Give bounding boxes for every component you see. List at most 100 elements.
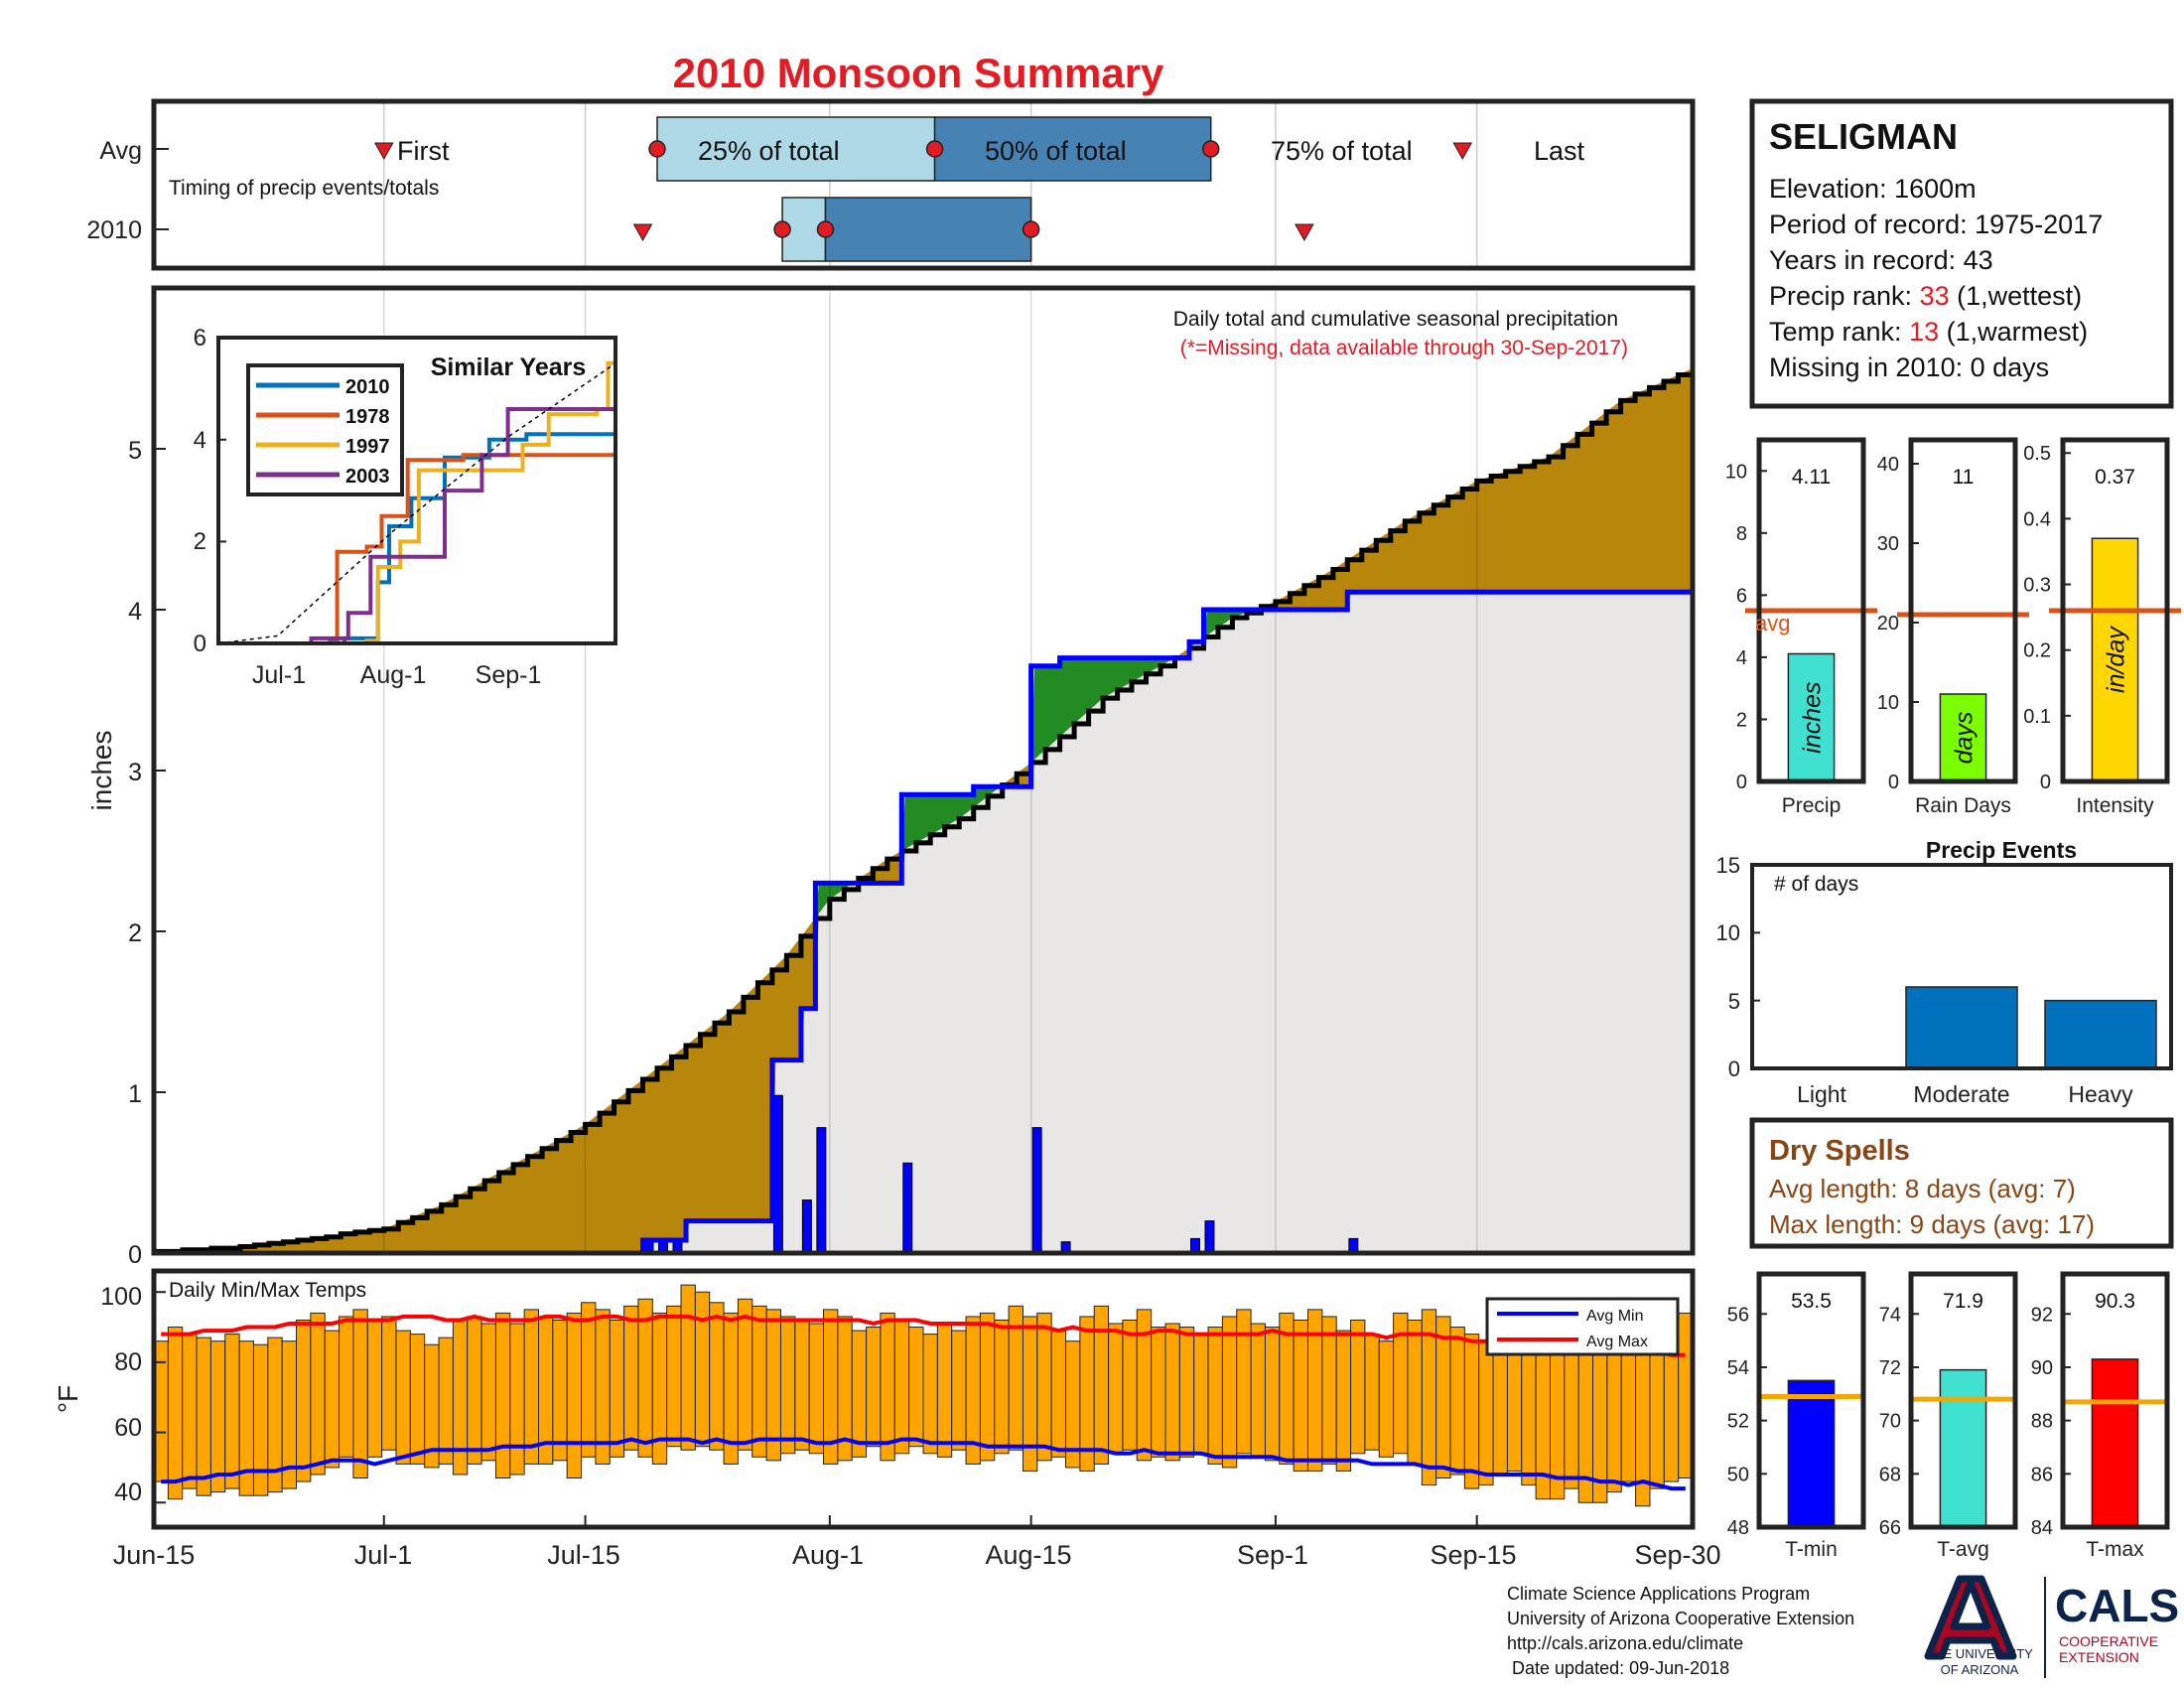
- temp-summary-value-text: 71.9: [1943, 1290, 1983, 1313]
- inset-line-2003: [218, 407, 615, 645]
- daily-precip-bar: [1204, 1220, 1215, 1254]
- timing-caption: Timing of precip events/totals: [169, 177, 439, 200]
- temp-summary-ytick-label: 52: [1727, 1411, 1749, 1433]
- temp-summary-label: T-max: [2086, 1538, 2144, 1561]
- dry-spells-title: Dry Spells: [1769, 1135, 1910, 1167]
- daily-temp-bar: [523, 1309, 539, 1465]
- timing-label-25pct: 25% of total: [698, 136, 840, 166]
- daily-temp-bar: [1036, 1312, 1052, 1462]
- precip-events-bar: [1905, 986, 2018, 1069]
- avg-max-line: [161, 1314, 1686, 1357]
- temp-summary-panel-frame: [2060, 1271, 2170, 1530]
- station-precip-rank: Precip rank: 33 (1,wettest): [1769, 281, 2082, 311]
- daily-temp-bar: [1178, 1327, 1195, 1458]
- daily-temp-bar: [851, 1330, 868, 1458]
- temp-summary-value-text: 90.3: [2095, 1290, 2135, 1313]
- daily-precip-bar: [801, 1199, 812, 1254]
- similar-years-inset: Similar Years 0 2 4 6 Jul-1 Aug-1 Sep-1 …: [194, 325, 617, 689]
- avg-first-marker: [373, 142, 394, 161]
- daily-temp-bar: [880, 1312, 895, 1462]
- summary-ytick-label: 4: [1736, 647, 1747, 669]
- daily-temp-bar: [167, 1327, 184, 1500]
- temp-chart-ylabel: °F: [53, 1385, 83, 1413]
- temp-summary-label: T-avg: [1937, 1538, 1989, 1561]
- daily-temp-bar: [1221, 1316, 1238, 1469]
- summary-panel-frame: [1756, 437, 1866, 784]
- avg-75pct-marker: [1201, 140, 1220, 158]
- precip-events-bar: [2044, 999, 2157, 1069]
- daily-temp-bar: [1463, 1334, 1480, 1489]
- summary-avg-label: avg: [1755, 611, 1790, 635]
- precip-events-chart: Precip Events # of days 0 5 10 15 Light …: [1716, 837, 2173, 1107]
- summary-bar-rain-days: [1939, 693, 1987, 782]
- summary-ytick-label: 20: [1877, 613, 1899, 634]
- temp-summary-ytick-label: 54: [1727, 1357, 1749, 1379]
- daily-temp-bar: [595, 1309, 611, 1465]
- daily-precip-bar: [816, 1127, 827, 1254]
- events-category-label: Heavy: [2068, 1081, 2133, 1107]
- temp-summary-ytick-label: 88: [2031, 1411, 2053, 1433]
- daily-temp-bar: [794, 1319, 810, 1451]
- summary-value-text: 4.11: [1792, 466, 1831, 489]
- inset-xtick-label: Aug-1: [360, 661, 427, 689]
- station-missing: Missing in 2010: 0 days: [1769, 352, 2049, 382]
- daily-temp-bar: [509, 1323, 525, 1476]
- cals-wordmark: CALS: [2055, 1580, 2179, 1631]
- above-average-band: [154, 368, 1693, 1252]
- temp-summary-ytick-label: 56: [1727, 1304, 1749, 1326]
- daily-temp-bar: [1364, 1334, 1380, 1451]
- events-title: Precip Events: [1926, 837, 2077, 863]
- year-last-marker: [1295, 223, 1314, 242]
- cals-sub1: COOPERATIVE: [2059, 1633, 2158, 1649]
- main-ytick-label: 4: [128, 598, 142, 626]
- inset-xtick-label: Sep-1: [476, 661, 542, 689]
- daily-temp-bar: [1378, 1340, 1395, 1458]
- dry-spells-box: Dry Spells Avg length: 8 days (avg: 7) M…: [1749, 1117, 2174, 1249]
- daily-temp-bar: [1564, 1340, 1579, 1489]
- timing-panel-frame: [151, 98, 1696, 271]
- summary-bar-intensity: [2091, 537, 2139, 782]
- main-chart-frame: [151, 285, 1696, 1256]
- daily-temp-bar: [366, 1319, 383, 1458]
- precip-rank-value: 33: [1920, 281, 1950, 311]
- x-tick-label: Jul-1: [354, 1540, 413, 1570]
- events-ytick-label: 10: [1716, 920, 1740, 945]
- daily-temp-bar: [1151, 1327, 1166, 1458]
- page-title: 2010 Monsoon Summary: [673, 50, 1164, 96]
- legend-label-avg-min: Avg Min: [1586, 1308, 1644, 1325]
- daily-temp-bar: [1321, 1316, 1337, 1465]
- x-tick-label: Sep-1: [1237, 1540, 1308, 1570]
- station-box-frame: [1749, 98, 2174, 409]
- station-years: Years in record: 43: [1769, 245, 1993, 275]
- main-ytick-label: 5: [128, 437, 142, 465]
- daily-temp-bar: [552, 1319, 568, 1462]
- daily-temp-bar: [979, 1312, 996, 1462]
- dry-spells-max-length: Max length: 9 days (avg: 17): [1769, 1209, 2095, 1239]
- daily-temp-bar: [409, 1334, 426, 1465]
- daily-temps-chart: Daily Min/Max Temps °F 40 60 80 100 Avg …: [53, 1268, 1721, 1570]
- summary-category-label: Precip: [1782, 794, 1842, 817]
- x-tick-label: Aug-15: [985, 1540, 1071, 1570]
- main-ytick-label: 1: [128, 1080, 142, 1108]
- footer-line: Date updated: 09-Jun-2018: [1507, 1658, 1729, 1678]
- summary-panel-frame: [2060, 437, 2170, 784]
- timing-label-50pct: 50% of total: [985, 136, 1127, 166]
- daily-temp-bar: [951, 1330, 967, 1451]
- daily-temp-bar: [808, 1323, 825, 1455]
- timing-row-label-2010: 2010: [86, 216, 142, 244]
- temp-chart-frame: [151, 1268, 1696, 1530]
- footer-line: University of Arizona Cooperative Extens…: [1507, 1609, 1854, 1628]
- inset-title: Similar Years: [431, 353, 587, 381]
- daily-temp-bar: [1492, 1336, 1508, 1476]
- summary-ytick-label: 0.5: [2023, 443, 2051, 465]
- daily-precip-bar: [1031, 1127, 1042, 1254]
- summary-category-label: Intensity: [2076, 794, 2154, 817]
- dry-spells-frame: [1749, 1117, 2174, 1249]
- daily-temp-bar: [680, 1284, 696, 1451]
- daily-temp-bar: [182, 1334, 198, 1489]
- daily-temp-bar: [352, 1309, 368, 1479]
- summary-ytick-label: 8: [1736, 523, 1747, 545]
- legend-label-1997: 1997: [345, 436, 390, 458]
- summary-ytick-label: 0: [1736, 772, 1747, 793]
- station-temp-rank: Temp rank: 13 (1,warmest): [1769, 317, 2088, 347]
